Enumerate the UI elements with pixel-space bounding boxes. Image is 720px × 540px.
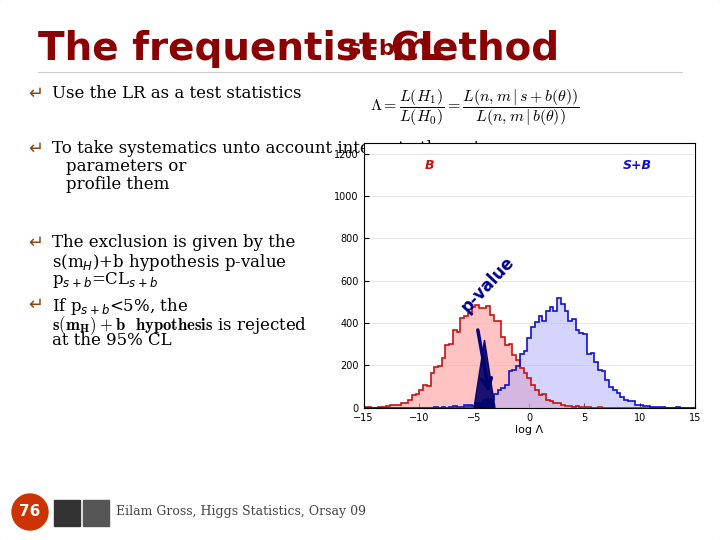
Text: s+b: s+b — [348, 39, 396, 59]
Text: ↵: ↵ — [28, 140, 43, 158]
Text: To take systematics unto account integrate the nuisance: To take systematics unto account integra… — [52, 140, 527, 157]
Text: profile them: profile them — [66, 176, 169, 193]
Bar — [487, 399, 490, 408]
Text: s(m$_H$)+b hypothesis p-value: s(m$_H$)+b hypothesis p-value — [52, 252, 287, 273]
Text: p-value: p-value — [457, 253, 518, 316]
Text: $\Lambda = \dfrac{L(H_1)}{L(H_0)} = \dfrac{L(n,m\,|\,s+b(\theta))}{L(n,m\,|\,b(\: $\Lambda = \dfrac{L(H_1)}{L(H_0)} = \dfr… — [370, 87, 580, 128]
Text: The frequentist CL: The frequentist CL — [38, 30, 444, 68]
Polygon shape — [474, 340, 495, 408]
Text: ↵: ↵ — [28, 85, 43, 103]
Circle shape — [12, 494, 48, 530]
Bar — [472, 406, 475, 408]
Text: ↵: ↵ — [28, 234, 43, 252]
Text: p-value=CL$_{s+b}$: p-value=CL$_{s+b}$ — [390, 372, 515, 390]
Bar — [464, 405, 468, 408]
Text: B: B — [424, 159, 434, 172]
Text: Use the LR as a test statistics: Use the LR as a test statistics — [52, 85, 302, 102]
Bar — [482, 400, 487, 408]
Text: parameters or: parameters or — [66, 158, 186, 175]
Polygon shape — [364, 298, 695, 408]
X-axis label: log Λ: log Λ — [515, 426, 544, 435]
Text: If p$_{s+b}$<5%, the: If p$_{s+b}$<5%, the — [52, 296, 189, 317]
Bar — [479, 403, 482, 408]
Text: at the 95% CL: at the 95% CL — [52, 332, 171, 349]
Text: Eilam Gross, Higgs Statistics, Orsay 09: Eilam Gross, Higgs Statistics, Orsay 09 — [116, 505, 366, 518]
Bar — [54, 500, 80, 526]
Text: method: method — [378, 30, 559, 68]
Bar — [468, 405, 472, 408]
Bar — [460, 407, 464, 408]
Text: S+B: S+B — [623, 159, 652, 172]
Text: p$_{s+b}$=CL$_{s+b}$: p$_{s+b}$=CL$_{s+b}$ — [52, 270, 158, 290]
Polygon shape — [364, 305, 695, 408]
Text: The exclusion is given by the: The exclusion is given by the — [52, 234, 295, 251]
Text: ↵: ↵ — [28, 296, 43, 314]
Bar — [475, 403, 479, 408]
Bar — [83, 500, 109, 526]
Text: $\mathbf{s(m_H)+b}$  $\mathbf{hypothesis}$ is rejected: $\mathbf{s(m_H)+b}$ $\mathbf{hypothesis}… — [52, 314, 307, 337]
Bar — [453, 407, 456, 408]
Bar — [490, 400, 494, 408]
Text: 76: 76 — [19, 504, 41, 519]
